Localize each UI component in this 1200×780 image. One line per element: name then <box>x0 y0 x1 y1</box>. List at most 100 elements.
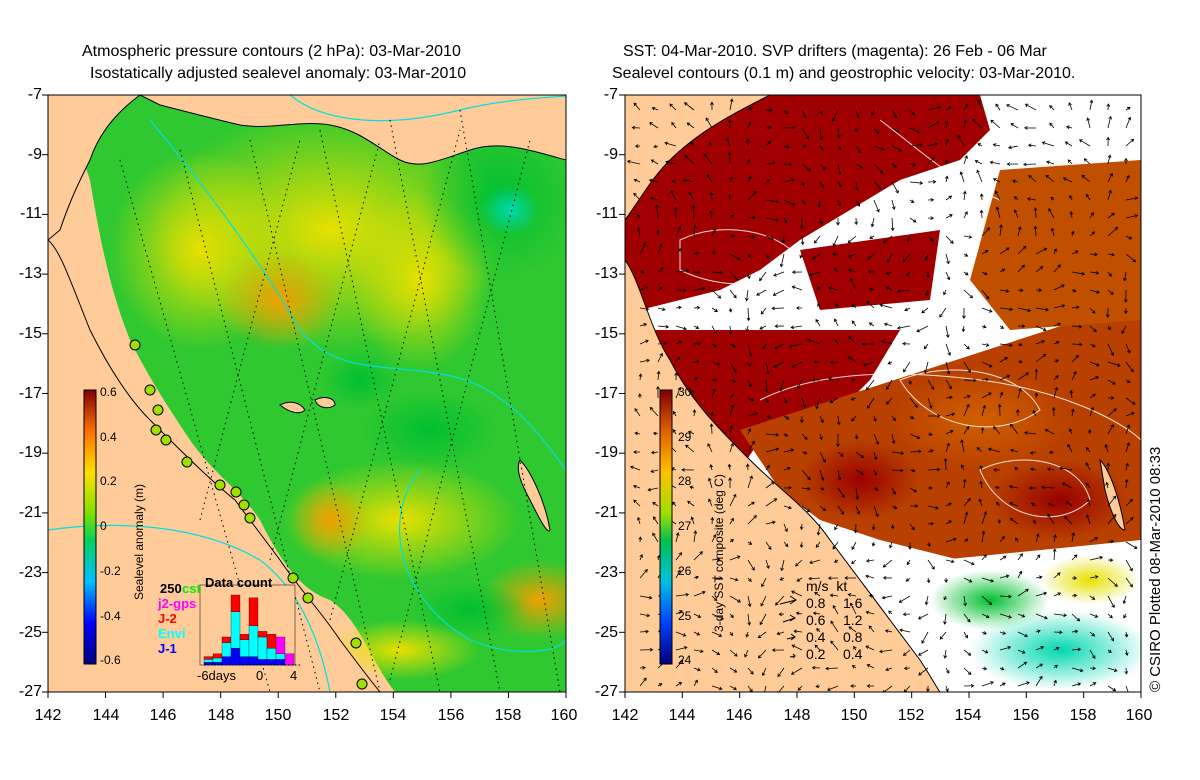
inset-bar-j2-gps <box>275 636 286 654</box>
velocity-arrow <box>997 403 1002 417</box>
velocity-arrow <box>765 125 772 130</box>
velocity-arrow <box>908 379 912 385</box>
velocity-arrow <box>1049 104 1055 111</box>
velocity-arrow <box>1089 575 1099 579</box>
velocity-arrow <box>639 568 648 579</box>
velocity-arrow <box>963 103 968 111</box>
velocity-arrow <box>631 125 641 130</box>
velocity-arrow <box>943 595 948 601</box>
velocity-arrow <box>993 426 1001 435</box>
velocity-arrow <box>819 486 825 491</box>
velocity-arrow <box>790 325 803 330</box>
velocity-arrow <box>963 403 970 417</box>
velocity-arrow <box>1008 484 1019 489</box>
velocity-arrow <box>1032 409 1037 417</box>
velocity-arrow <box>1035 575 1043 580</box>
velocity-arrow <box>747 379 752 388</box>
velocity-arrow <box>865 574 875 579</box>
left-y-tick: -23 <box>18 564 42 581</box>
velocity-arrow <box>1035 307 1049 312</box>
velocity-arrow <box>765 108 773 112</box>
velocity-arrow <box>1125 343 1131 354</box>
velocity-arrow <box>1006 162 1019 167</box>
velocity-arrow <box>783 217 788 224</box>
velocity-arrow <box>1017 649 1026 654</box>
velocity-arrow <box>637 214 641 219</box>
velocity-arrow <box>744 649 749 658</box>
velocity-arrow <box>747 440 755 453</box>
velocity-arrow <box>675 532 680 543</box>
velocity-arrow <box>994 485 1001 490</box>
velocity-arrow <box>765 361 770 375</box>
velocity-arrow <box>865 379 875 391</box>
right-y-tick: -25 <box>594 624 618 641</box>
velocity-arrow <box>685 444 695 453</box>
velocity-arrow <box>639 553 644 561</box>
velocity-arrow <box>851 304 857 309</box>
velocity-arrow <box>888 610 893 615</box>
velocity-arrow <box>672 410 677 417</box>
inset-bar-j-1 <box>230 648 241 666</box>
velocity-arrow <box>633 178 641 183</box>
velocity-arrow <box>873 163 884 174</box>
velocity-arrow <box>827 576 839 581</box>
velocity-arrow <box>729 577 739 582</box>
velocity-arrow <box>1125 441 1131 453</box>
velocity-arrow <box>1125 196 1139 201</box>
velocity-arrow <box>819 217 823 225</box>
velocity-arrow <box>1017 360 1023 364</box>
velocity-arrow <box>638 536 643 543</box>
velocity-arrow <box>981 530 986 543</box>
velocity-arrow <box>844 576 857 580</box>
velocity-arrow <box>687 500 695 507</box>
vel-ms-0: 0.8 <box>806 595 826 611</box>
velocity-arrow <box>1024 125 1037 130</box>
velocity-arrow <box>1107 325 1111 331</box>
velocity-arrow <box>783 109 789 115</box>
velocity-arrow <box>927 157 935 165</box>
velocity-arrow <box>1125 559 1133 572</box>
velocity-arrow <box>977 99 983 111</box>
velocity-arrow <box>887 253 893 263</box>
velocity-arrow <box>945 138 950 147</box>
velocity-arrow <box>655 204 659 219</box>
velocity-arrow <box>711 388 716 399</box>
velocity-arrow <box>851 320 857 327</box>
velocity-arrow <box>688 191 695 201</box>
velocity-arrow <box>817 199 822 208</box>
velocity-arrow <box>819 163 827 171</box>
velocity-arrow <box>1053 664 1058 669</box>
velocity-arrow <box>693 631 701 636</box>
right-x-tick: 150 <box>840 707 868 724</box>
vel-kt-0: 1.6 <box>843 595 863 611</box>
velocity-arrow <box>832 252 839 256</box>
velocity-arrow <box>672 501 677 507</box>
velocity-arrow <box>761 667 767 677</box>
right-x-tick: 154 <box>954 707 982 724</box>
velocity-arrow <box>760 595 767 607</box>
velocity-arrow <box>830 620 839 633</box>
velocity-arrow <box>669 103 677 111</box>
velocity-arrow <box>765 559 770 569</box>
velocity-arrow <box>1067 159 1073 165</box>
velocity-arrow <box>747 215 757 220</box>
velocity-arrow <box>1017 570 1023 579</box>
inset-x-label-2: 4 <box>290 668 298 683</box>
velocity-arrow <box>1071 370 1077 381</box>
velocity-arrow <box>745 631 750 638</box>
velocity-arrow <box>1087 429 1092 435</box>
velocity-arrow <box>891 127 900 132</box>
velocity-arrow <box>825 666 839 671</box>
velocity-arrow <box>707 477 713 489</box>
velocity-arrow <box>776 685 785 692</box>
velocity-arrow <box>829 397 839 403</box>
velocity-arrow <box>779 379 785 392</box>
velocity-arrow <box>978 498 983 507</box>
velocity-arrow <box>903 666 911 671</box>
velocity-arrow <box>783 541 789 548</box>
velocity-arrow <box>885 271 893 275</box>
velocity-arrow <box>711 325 717 334</box>
velocity-arrow <box>747 107 753 111</box>
velocity-arrow <box>693 649 704 654</box>
